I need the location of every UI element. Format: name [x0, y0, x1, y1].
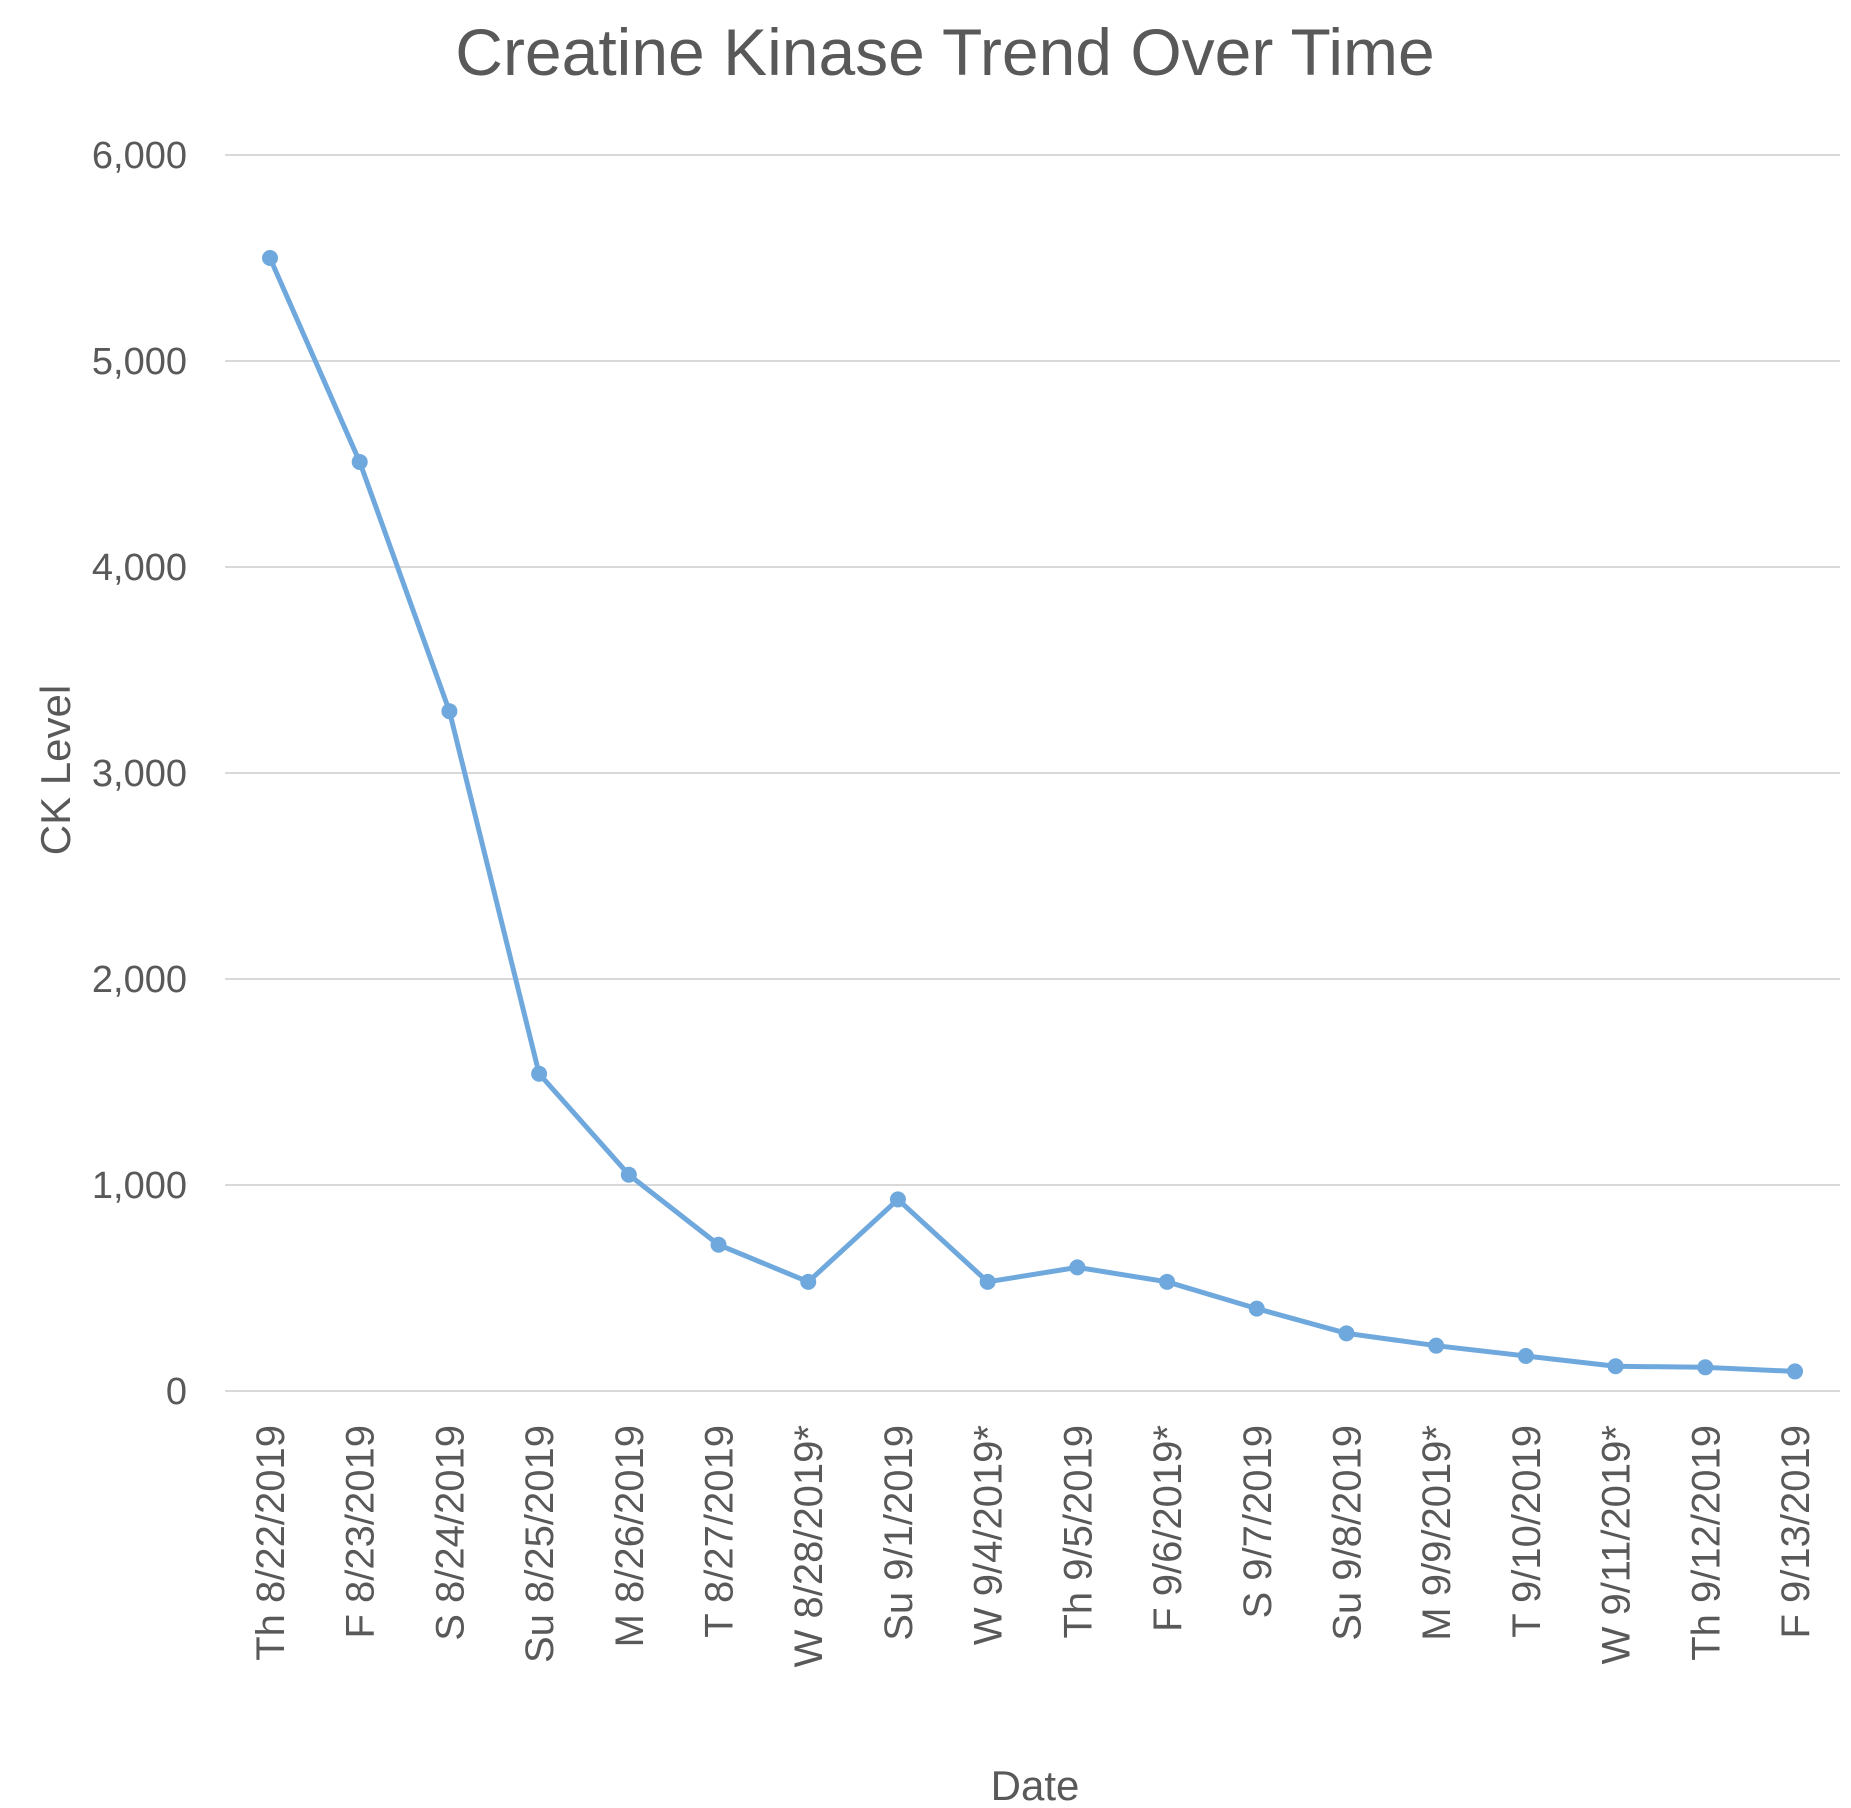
data-point	[1787, 1363, 1803, 1380]
data-point	[1159, 1273, 1176, 1290]
x-tick-label: T 9/10/2019	[1505, 1425, 1549, 1638]
gridlines	[225, 154, 1840, 1392]
data-point	[800, 1273, 817, 1290]
data-point	[1517, 1347, 1534, 1364]
y-tick-label: 6,000	[92, 135, 187, 177]
data-point	[1069, 1259, 1086, 1276]
x-tick-label: Th 9/12/2019	[1684, 1425, 1728, 1661]
data-point	[262, 250, 278, 266]
x-axis-ticks: Th 8/22/2019 F 8/23/2019 S 8/24/2019 Su 8/2…	[249, 1425, 1818, 1667]
ck-series	[262, 250, 1803, 1380]
data-point	[1607, 1358, 1624, 1375]
y-tick-label: 0	[166, 1371, 187, 1413]
x-tick-label: M 8/26/2019	[608, 1425, 652, 1647]
data-point	[1338, 1325, 1355, 1342]
y-axis-ticks: 0 1,000 2,000 3,000 4,000 5,000 6,000	[92, 135, 187, 1413]
x-tick-label: F 9/13/2019	[1774, 1425, 1818, 1639]
x-tick-label: Th 9/5/2019	[1056, 1425, 1100, 1639]
x-tick-label: M 9/9/2019*	[1415, 1425, 1459, 1641]
data-point	[531, 1065, 548, 1082]
data-point	[979, 1273, 996, 1290]
x-tick-label: W 9/4/2019*	[967, 1425, 1011, 1645]
data-point	[441, 703, 458, 720]
x-tick-label: Th 8/22/2019	[249, 1425, 293, 1661]
x-tick-label: S 8/24/2019	[428, 1425, 472, 1641]
x-tick-label: T 8/27/2019	[698, 1425, 742, 1638]
series-line	[267, 255, 1798, 1374]
x-axis-label: Date	[991, 1762, 1080, 1808]
x-tick-label: F 9/6/2019*	[1146, 1425, 1190, 1632]
x-tick-label: F 8/23/2019	[339, 1425, 383, 1639]
y-axis-label: CK Level	[32, 685, 79, 855]
data-point	[1248, 1300, 1265, 1317]
data-point	[351, 453, 368, 470]
x-tick-label: Su 8/25/2019	[518, 1425, 562, 1663]
chart-title: Creatine Kinase Trend Over Time	[455, 15, 1434, 89]
y-tick-label: 2,000	[92, 959, 187, 1001]
data-point	[1428, 1337, 1445, 1354]
y-tick-label: 3,000	[92, 753, 187, 795]
x-tick-label: Su 9/1/2019	[877, 1425, 921, 1641]
y-tick-label: 5,000	[92, 341, 187, 383]
data-point	[1697, 1359, 1714, 1376]
y-tick-label: 1,000	[92, 1165, 187, 1207]
data-point	[889, 1191, 906, 1208]
x-tick-label: Su 9/8/2019	[1325, 1425, 1369, 1641]
data-point	[620, 1166, 637, 1183]
y-tick-label: 4,000	[92, 547, 187, 589]
x-tick-label: S 9/7/2019	[1236, 1425, 1280, 1619]
x-tick-label: W 8/28/2019*	[787, 1425, 831, 1667]
data-point	[710, 1236, 727, 1253]
x-tick-label: W 9/11/2019*	[1595, 1425, 1639, 1664]
